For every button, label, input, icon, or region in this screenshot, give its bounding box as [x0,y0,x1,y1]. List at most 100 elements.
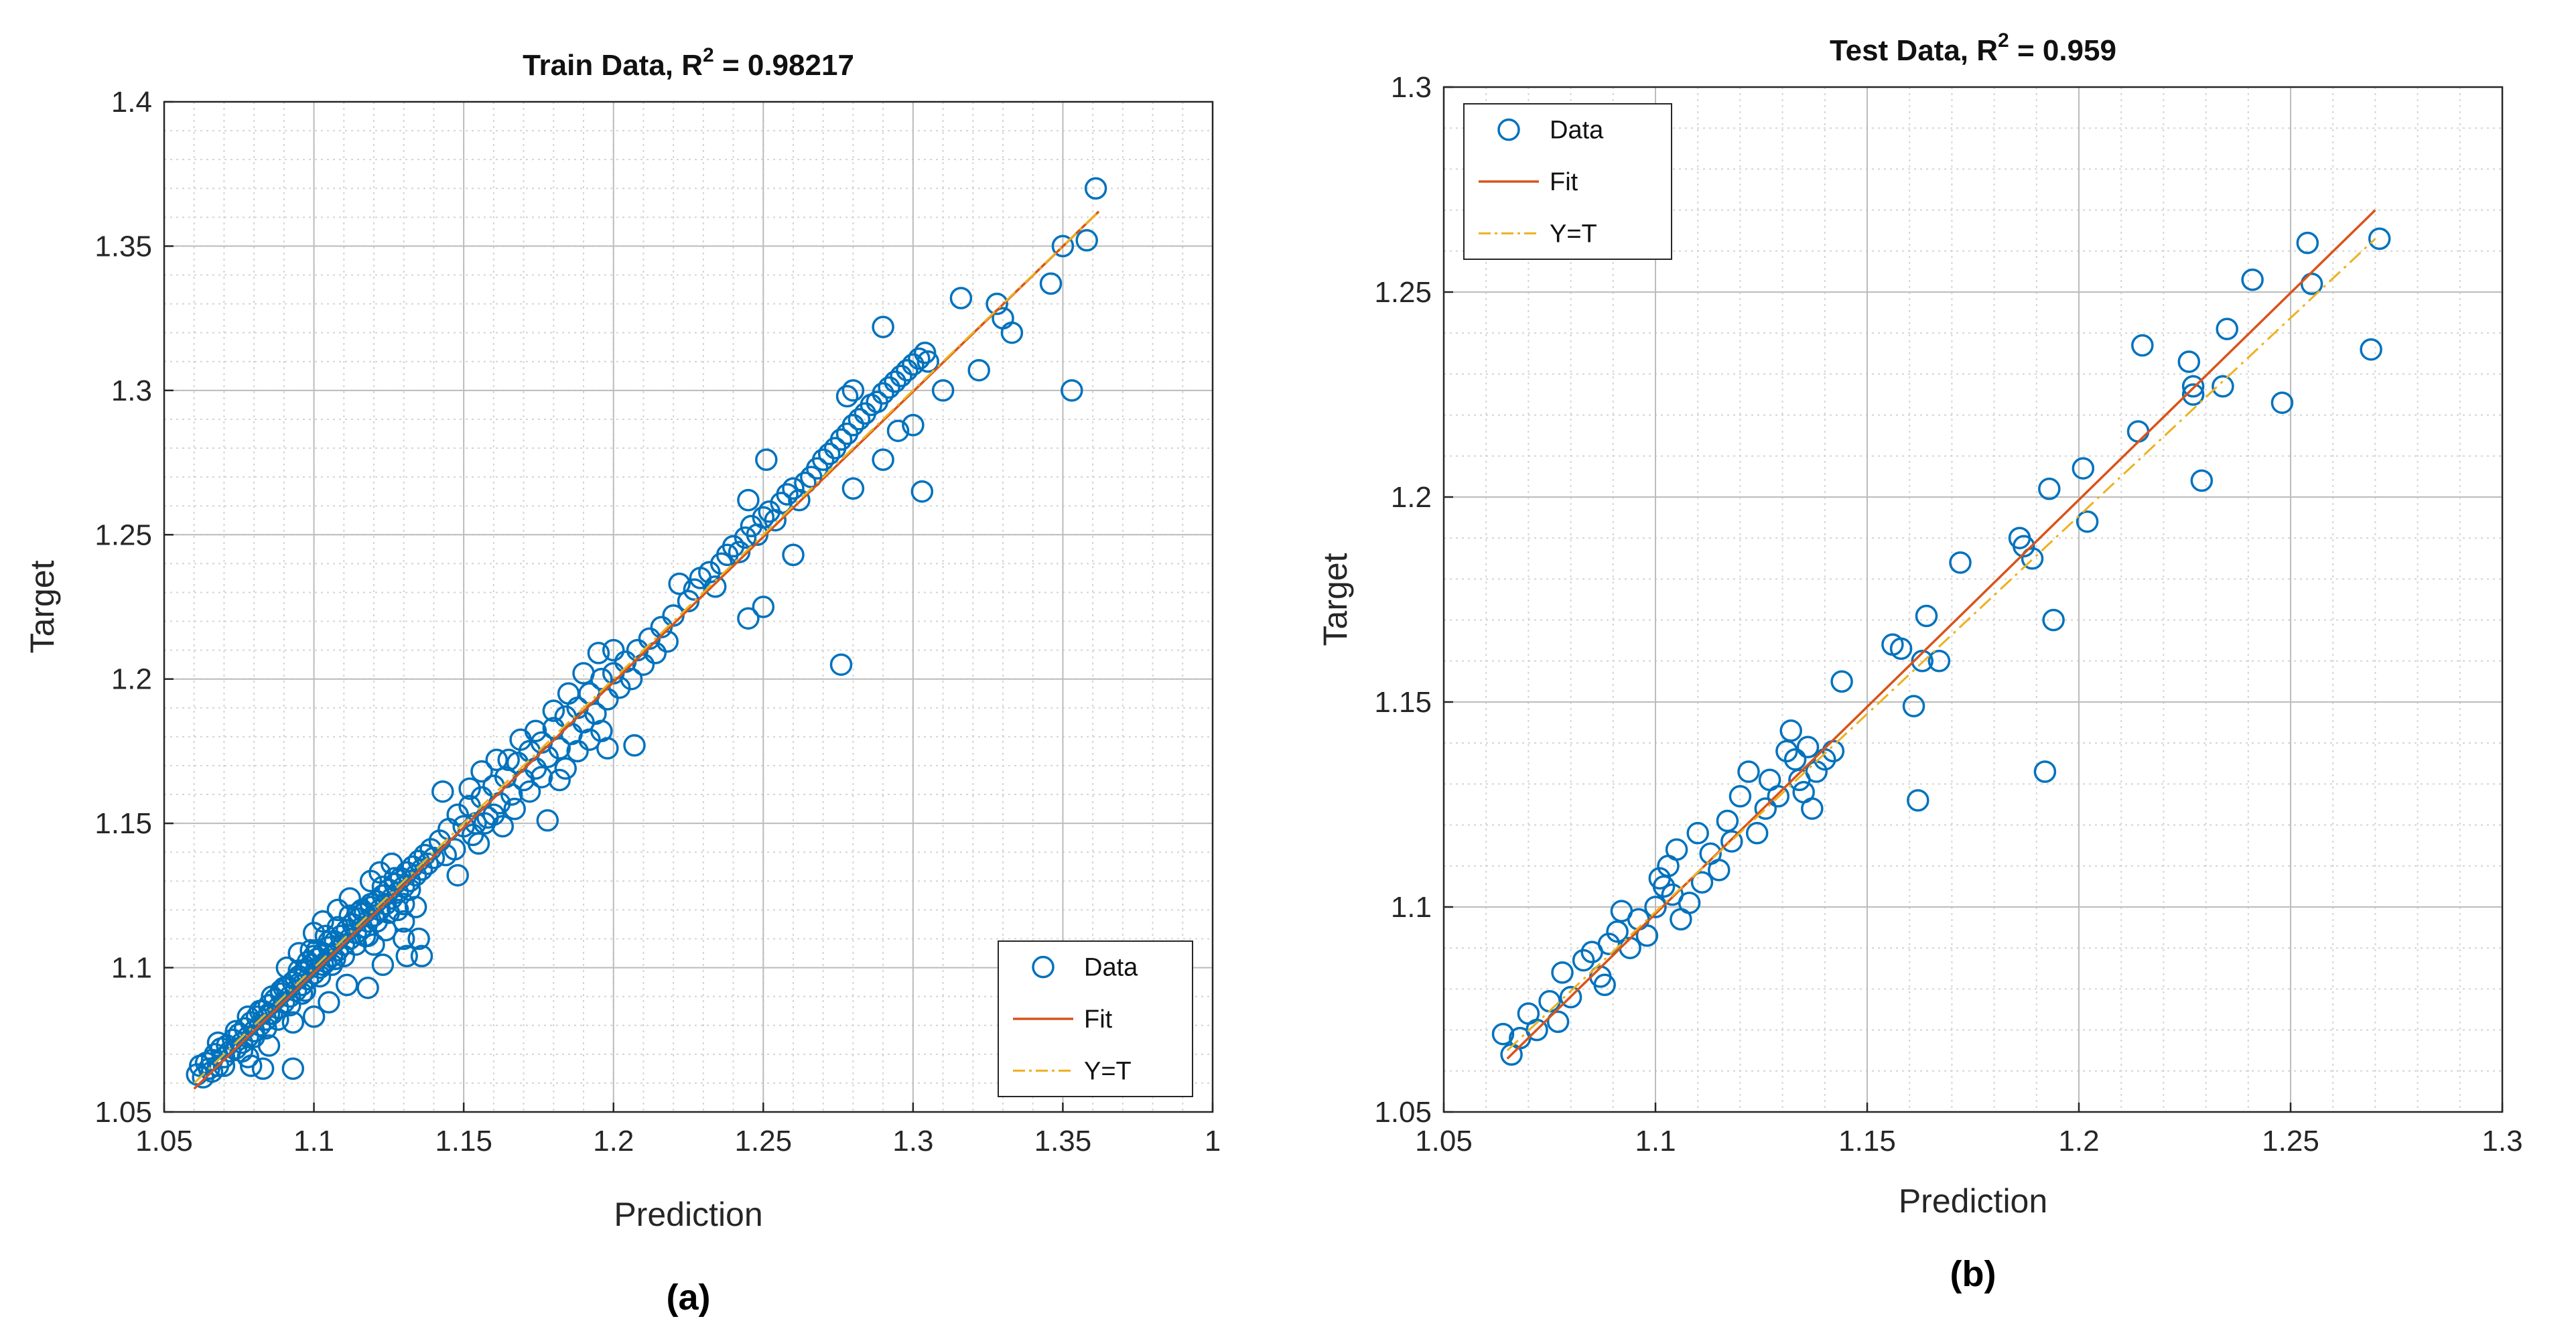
chart-title-prefix: Train Data, R [523,49,703,82]
x-tick-label: 1 [1205,1125,1221,1157]
data-point [1830,670,1853,693]
data-point [737,488,760,512]
data-point [467,832,490,855]
data-point [287,942,310,965]
data-point [1644,896,1667,918]
data-point [326,898,350,922]
data-point [596,737,619,760]
y-tick-label: 1.2 [111,663,152,696]
legend-label: Fit [1550,168,1578,196]
y-tick-label: 1.25 [1374,276,1432,309]
panel-caption: (a) [667,1277,711,1318]
data-point [1779,719,1802,742]
data-point [314,924,338,947]
x-tick-label: 1.35 [1034,1125,1092,1157]
data-point [356,976,379,999]
data-point [1551,961,1574,984]
data-point [2038,478,2061,500]
legend-marker-data [1032,955,1055,979]
x-tick-label: 1.25 [734,1125,792,1157]
data-point [1889,637,1913,660]
data-point [1593,973,1616,997]
data-point [1051,234,1075,258]
data-point [902,413,925,437]
data-point [623,734,646,757]
data-point [1767,785,1790,808]
data-point [841,413,865,437]
data-point [1745,822,1769,845]
data-point [620,667,643,691]
data-point [872,448,894,472]
y-tick-label: 1.1 [111,952,152,985]
data-point [548,737,571,760]
data-point [884,370,906,393]
data-point [554,757,577,780]
data-point [2212,375,2234,398]
legend-label: Data [1550,117,1604,145]
data-point [326,916,350,939]
data-point [1716,809,1739,833]
data-point [299,938,322,962]
x-tick-label: 1.1 [1635,1125,1676,1157]
data-point [230,1031,254,1054]
data-point [407,927,430,951]
data-point [1039,272,1063,295]
data-point [491,815,515,838]
data-point [1000,321,1024,344]
data-point [212,1054,236,1077]
data-point [542,699,565,722]
x-tick-label: 1.3 [892,1125,933,1157]
data-point [371,953,395,977]
data-point [446,863,469,887]
data-point [375,918,397,942]
data-point [1754,797,1777,820]
data-point [458,777,481,800]
data-series [1491,227,2391,1066]
x-tick-label: 1.3 [2482,1125,2522,1157]
data-point [2033,760,2057,783]
data-point [1075,229,1098,252]
data-point [395,944,418,968]
axes-box [163,100,1214,1113]
data-point [794,471,817,494]
data-point [548,768,571,792]
x-tick-label: 1.1 [293,1125,334,1157]
data-point [398,869,421,893]
x-axis-label: Prediction [1899,1182,2047,1220]
legend-label: Data [1084,954,1138,982]
data-point [302,1005,326,1028]
data-point [1801,797,1824,820]
chart-title-superscript: 2 [1998,29,2009,52]
data-point [350,898,373,922]
x-tick-label: 1.15 [435,1125,492,1157]
data-point [1572,949,1595,972]
x-tick-label: 1.05 [135,1125,193,1157]
data-point [910,480,934,503]
data-point [755,448,778,472]
data-point [503,797,526,821]
data-point [2072,457,2095,480]
data-point [848,408,871,431]
y-tick-label: 1.3 [1391,71,1432,104]
data-point [485,748,509,772]
data-point [371,875,395,898]
data-point [1728,785,1752,808]
data-point [281,1011,305,1034]
data-point [1597,932,1621,955]
data-point [1546,1010,1570,1034]
data-point [1720,830,1743,853]
data-point [817,442,841,466]
data-point [782,477,805,500]
data-point [383,867,407,890]
data-point [841,379,865,402]
data-point [224,1020,248,1043]
data-point [566,740,589,763]
x-tick-label: 1.15 [1838,1125,1896,1157]
data-point [602,638,625,662]
data-point [236,1046,259,1068]
data-point [2131,334,2154,357]
chart-panel-train: 1.05 1.1 1.15 1.2 1.25 1.3 1.35 1 1.05 1.1 1.15 1.2… [23,44,1221,1318]
data-point [1559,985,1582,1009]
y-axis-label: Target [23,560,61,653]
data-point [1708,859,1731,882]
